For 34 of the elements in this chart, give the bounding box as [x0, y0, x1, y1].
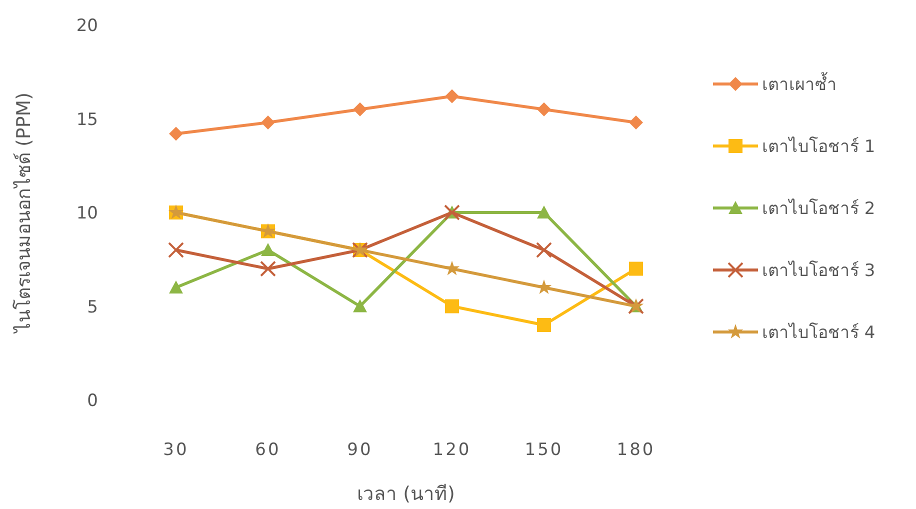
x-tick-label: 90 — [347, 440, 373, 460]
x-axis-title: เวลา (นาที) — [357, 483, 455, 505]
y-tick-label: 5 — [87, 297, 98, 318]
y-tick-label: 0 — [87, 391, 98, 411]
point — [629, 262, 643, 276]
legend-label: เตาไบโอชาร์ 4 — [762, 322, 876, 343]
point — [445, 299, 459, 314]
legend-label: เตาเผาซ้ำ — [762, 72, 837, 95]
point — [353, 299, 367, 312]
point — [261, 243, 275, 256]
legend-label: เตาไบโอชาร์ 3 — [762, 260, 876, 281]
point — [537, 102, 551, 116]
point — [629, 116, 643, 130]
y-axis-title: ไนโตรเจนมอนอกไซด์ (PPM) — [12, 92, 35, 335]
point — [537, 206, 551, 218]
x-tick-label: 120 — [432, 440, 472, 460]
y-tick-label: 20 — [76, 16, 98, 36]
point — [260, 260, 276, 277]
legend-label: เตาไบโอชาร์ 2 — [762, 198, 876, 219]
y-tick-label: 15 — [76, 110, 98, 130]
legend-label: เตาไบโอชาร์ 1 — [762, 136, 876, 157]
point — [353, 102, 367, 116]
x-tick-label: 150 — [524, 440, 564, 460]
x-tick-label: 30 — [163, 440, 189, 460]
point — [261, 116, 275, 130]
x-tick-label: 60 — [255, 440, 281, 460]
point — [536, 242, 552, 258]
point — [169, 126, 183, 141]
x-tick-label: 180 — [616, 440, 656, 460]
y-tick-label: 10 — [76, 204, 98, 224]
point — [168, 242, 184, 258]
point — [537, 318, 551, 332]
point — [445, 89, 459, 104]
point — [169, 280, 183, 294]
